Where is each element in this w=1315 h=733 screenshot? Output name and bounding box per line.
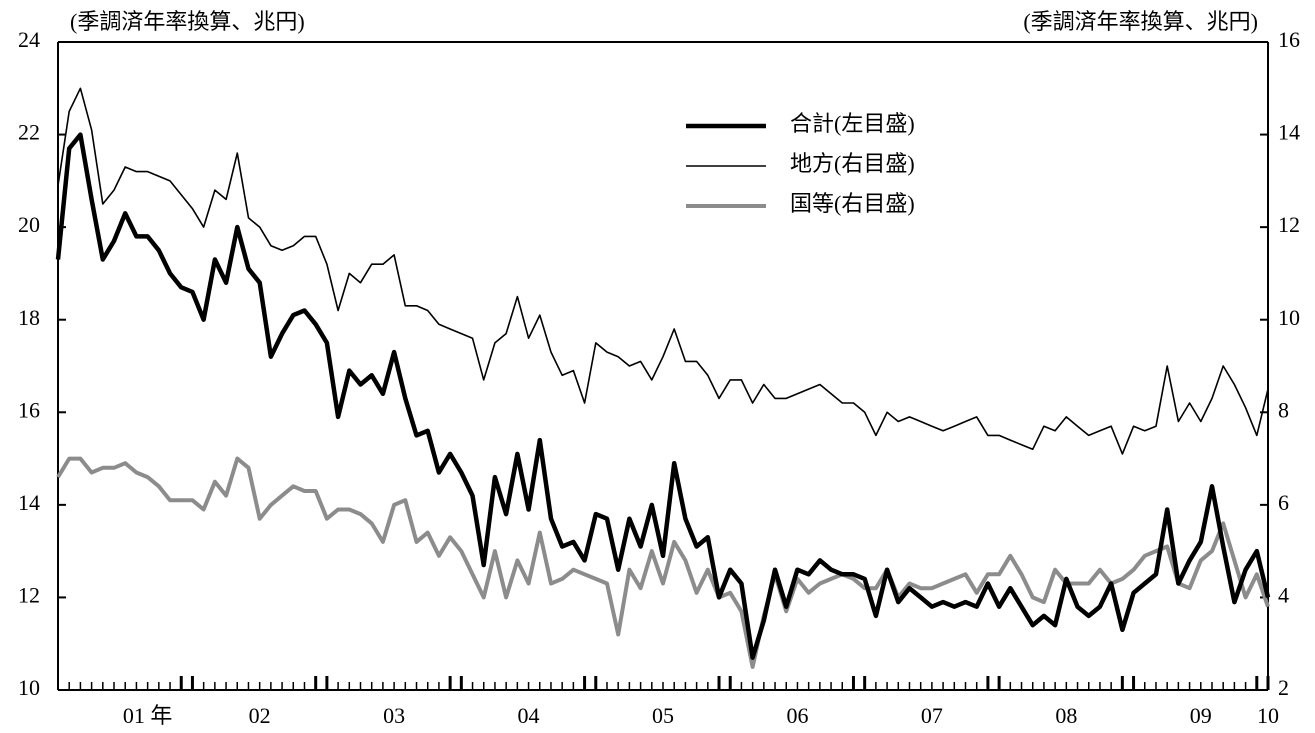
- y2-tick-label: 10: [1278, 305, 1300, 330]
- y-tick-label: 12: [18, 582, 40, 607]
- x-tick-label: 03: [383, 703, 405, 728]
- legend-label: 国等(右目盛): [790, 191, 915, 216]
- y2-tick-label: 8: [1278, 397, 1289, 422]
- y2-axis-label: (季調済年率換算、兆円): [1023, 9, 1258, 34]
- y2-tick-label: 12: [1278, 212, 1300, 237]
- y-tick-label: 24: [18, 27, 40, 52]
- y2-tick-label: 4: [1278, 582, 1289, 607]
- x-tick-label: 05: [652, 703, 674, 728]
- series-line: [55, 132, 1271, 660]
- y-tick-label: 18: [18, 305, 40, 330]
- y2-tick-label: 16: [1278, 27, 1300, 52]
- x-tick-label: 04: [518, 703, 540, 728]
- x-tick-label: 08: [1055, 703, 1077, 728]
- y2-tick-label: 6: [1278, 490, 1289, 515]
- series-line: [56, 456, 1270, 669]
- x-tick-label: 10: [1257, 703, 1279, 728]
- y2-tick-label: 14: [1278, 120, 1300, 145]
- x-tick-label: 07: [921, 703, 943, 728]
- y-tick-label: 20: [18, 212, 40, 237]
- series-line: [57, 87, 1269, 455]
- x-tick-label: 02: [249, 703, 271, 728]
- x-tick-label: 06: [786, 703, 808, 728]
- y-tick-label: 14: [18, 490, 40, 515]
- legend-label: 地方(右目盛): [790, 151, 915, 176]
- y-axis-label: (季調済年率換算、兆円): [70, 9, 305, 34]
- y-tick-label: 22: [18, 120, 40, 145]
- y-tick-label: 16: [18, 397, 40, 422]
- x-tick-label: 01 年: [123, 703, 173, 728]
- x-tick-label: 09: [1190, 703, 1212, 728]
- y-tick-label: 10: [18, 675, 40, 700]
- legend-label: 合計(左目盛): [790, 111, 915, 136]
- y2-tick-label: 2: [1278, 675, 1289, 700]
